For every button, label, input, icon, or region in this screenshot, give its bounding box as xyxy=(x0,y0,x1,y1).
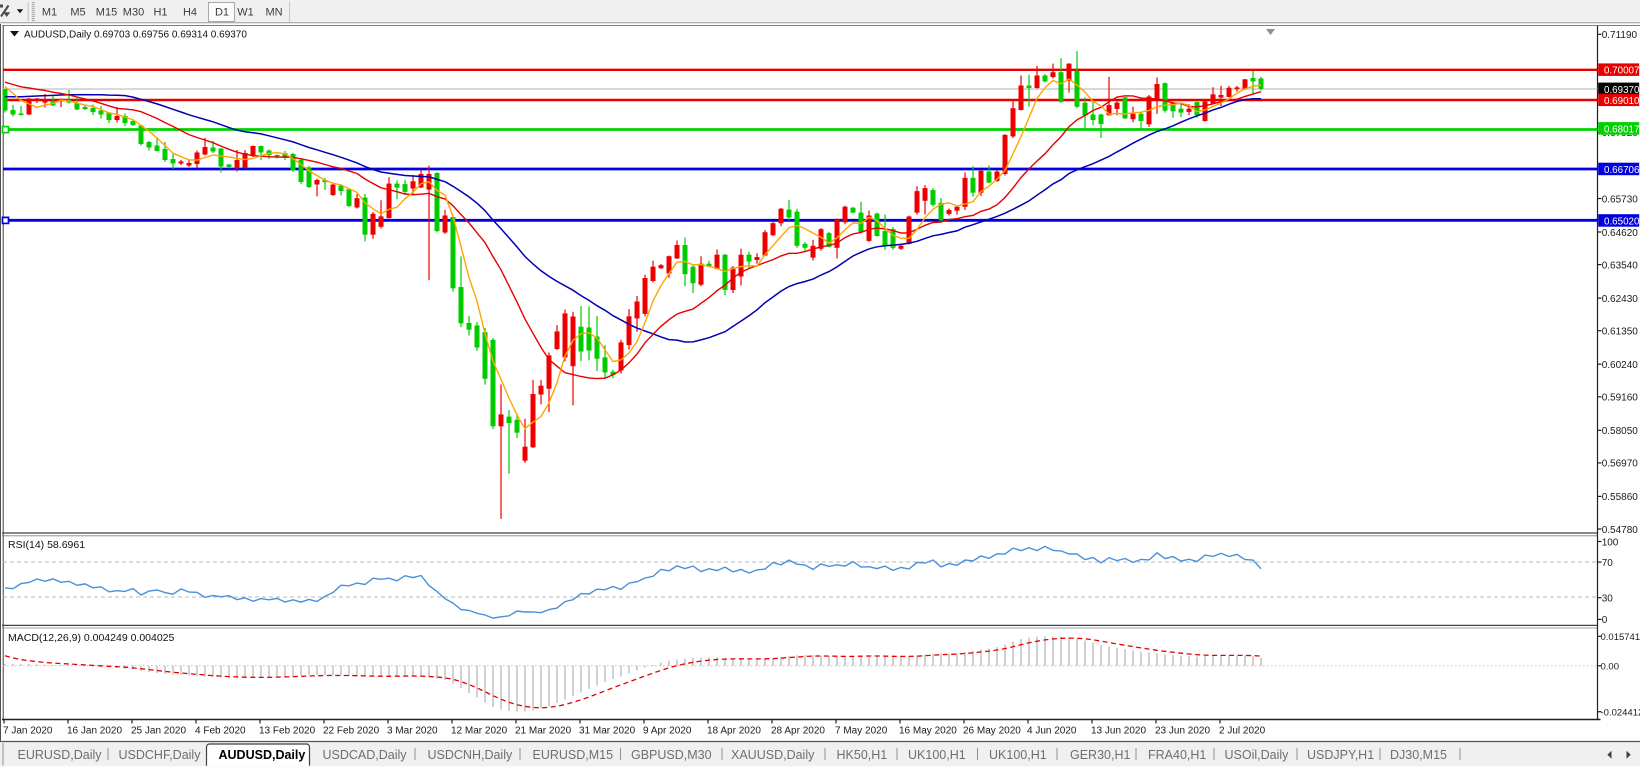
svg-text:W1: W1 xyxy=(237,7,254,19)
svg-text:FRA40,H1: FRA40,H1 xyxy=(1148,748,1206,762)
svg-text:0.60240: 0.60240 xyxy=(1602,360,1639,371)
svg-text:MACD(12,26,9) 0.004249 0.00402: MACD(12,26,9) 0.004249 0.004025 xyxy=(8,632,175,644)
svg-text:M5: M5 xyxy=(70,7,85,19)
svg-text:0.54780: 0.54780 xyxy=(1602,525,1639,536)
svg-text:M30: M30 xyxy=(123,7,144,19)
svg-text:M1: M1 xyxy=(42,7,57,19)
svg-text:0.70007: 0.70007 xyxy=(1604,66,1639,77)
svg-text:0.65730: 0.65730 xyxy=(1602,194,1639,205)
svg-text:MN: MN xyxy=(265,7,282,19)
svg-text:9 Apr 2020: 9 Apr 2020 xyxy=(643,726,692,737)
svg-text:H1: H1 xyxy=(153,7,167,19)
svg-text:31 Mar 2020: 31 Mar 2020 xyxy=(579,726,636,737)
svg-text:4 Jun 2020: 4 Jun 2020 xyxy=(1027,726,1077,737)
svg-text:21 Mar 2020: 21 Mar 2020 xyxy=(515,726,572,737)
svg-text:2 Jul 2020: 2 Jul 2020 xyxy=(1219,726,1266,737)
svg-text:0: 0 xyxy=(1602,615,1608,626)
svg-text:GBPUSD,M30: GBPUSD,M30 xyxy=(631,748,712,762)
svg-text:13 Feb 2020: 13 Feb 2020 xyxy=(259,726,316,737)
svg-text:RSI(14) 58.6961: RSI(14) 58.6961 xyxy=(8,539,85,551)
svg-text:DJ30,M15: DJ30,M15 xyxy=(1390,748,1447,762)
svg-text:0.65020: 0.65020 xyxy=(1604,216,1640,227)
svg-text:0.00: 0.00 xyxy=(1601,661,1620,672)
svg-text:18 Apr 2020: 18 Apr 2020 xyxy=(707,726,761,737)
svg-text:16 Jan 2020: 16 Jan 2020 xyxy=(67,726,122,737)
svg-text:12 Mar 2020: 12 Mar 2020 xyxy=(451,726,508,737)
svg-text:UK100,H1: UK100,H1 xyxy=(908,748,966,762)
svg-text:26 May 2020: 26 May 2020 xyxy=(963,726,1021,737)
svg-text:USDJPY,H1: USDJPY,H1 xyxy=(1307,748,1374,762)
svg-text:HK50,H1: HK50,H1 xyxy=(837,748,888,762)
svg-text:0.56970: 0.56970 xyxy=(1602,459,1639,470)
svg-text:7 May 2020: 7 May 2020 xyxy=(835,726,888,737)
svg-text:0.69010: 0.69010 xyxy=(1604,96,1640,107)
svg-text:4 Feb 2020: 4 Feb 2020 xyxy=(195,726,246,737)
svg-text:0.015741: 0.015741 xyxy=(1601,632,1640,643)
svg-text:XAUUSD,Daily: XAUUSD,Daily xyxy=(731,748,815,762)
svg-text:UK100,H1: UK100,H1 xyxy=(989,748,1047,762)
svg-text:23 Jun 2020: 23 Jun 2020 xyxy=(1155,726,1210,737)
svg-text:EURUSD,M15: EURUSD,M15 xyxy=(533,748,614,762)
svg-text:22 Feb 2020: 22 Feb 2020 xyxy=(323,726,380,737)
svg-text:0.63540: 0.63540 xyxy=(1602,260,1639,271)
svg-text:0.55860: 0.55860 xyxy=(1602,492,1639,503)
svg-text:0.69370: 0.69370 xyxy=(1604,85,1640,96)
svg-text:0.59160: 0.59160 xyxy=(1602,393,1639,404)
svg-text:0.71190: 0.71190 xyxy=(1602,30,1638,41)
svg-text:0.62430: 0.62430 xyxy=(1602,294,1639,305)
svg-text:USDCAD,Daily: USDCAD,Daily xyxy=(323,748,408,762)
svg-text:16 May 2020: 16 May 2020 xyxy=(899,726,957,737)
svg-text:30: 30 xyxy=(1602,594,1614,605)
svg-text:-0.024412: -0.024412 xyxy=(1601,707,1640,718)
svg-text:7 Jan 2020: 7 Jan 2020 xyxy=(3,726,53,737)
svg-text:0.64620: 0.64620 xyxy=(1602,228,1639,239)
svg-text:H4: H4 xyxy=(183,7,197,19)
svg-text:GER30,H1: GER30,H1 xyxy=(1070,748,1130,762)
svg-text:0.68017: 0.68017 xyxy=(1604,124,1639,135)
svg-text:0.58050: 0.58050 xyxy=(1602,426,1639,437)
svg-text:M15: M15 xyxy=(96,7,117,19)
svg-text:EURUSD,Daily: EURUSD,Daily xyxy=(18,748,103,762)
svg-text:USDCNH,Daily: USDCNH,Daily xyxy=(428,748,513,762)
svg-text:AUDUSD,Daily: AUDUSD,Daily xyxy=(219,748,306,762)
svg-text:USOil,Daily: USOil,Daily xyxy=(1225,748,1290,762)
svg-text:100: 100 xyxy=(1602,537,1619,548)
svg-text:70: 70 xyxy=(1602,558,1614,569)
svg-text:3 Mar 2020: 3 Mar 2020 xyxy=(387,726,438,737)
svg-text:USDCHF,Daily: USDCHF,Daily xyxy=(119,748,202,762)
svg-text:28 Apr 2020: 28 Apr 2020 xyxy=(771,726,825,737)
svg-text:13 Jun 2020: 13 Jun 2020 xyxy=(1091,726,1146,737)
svg-text:25 Jan 2020: 25 Jan 2020 xyxy=(131,726,186,737)
svg-text:AUDUSD,Daily 0.69703 0.69756: AUDUSD,Daily 0.69703 0.69756 0.69314 0.6… xyxy=(24,30,247,41)
svg-text:D1: D1 xyxy=(215,7,229,19)
svg-text:0.61350: 0.61350 xyxy=(1602,327,1639,338)
svg-text:0.66706: 0.66706 xyxy=(1604,165,1640,176)
